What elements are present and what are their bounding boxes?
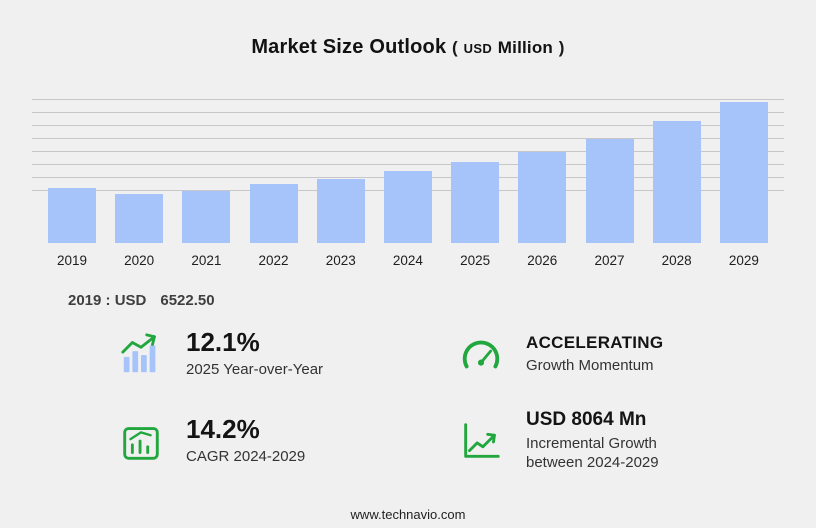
title-paren-close: )	[558, 38, 565, 57]
title-unit-currency: USD	[463, 41, 493, 56]
gridline	[32, 99, 784, 100]
stat-cagr-value: 14.2%	[186, 413, 260, 444]
stat-momentum: ACCELERATING Growth Momentum	[458, 329, 784, 380]
footer-url: www.technavio.com	[350, 507, 466, 522]
stat-yoy-label: 2025 Year-over-Year	[186, 361, 324, 379]
base-year-value: 6522.50	[160, 292, 215, 309]
stat-cagr-label: CAGR 2024-2029	[186, 448, 306, 466]
bar-2019	[48, 188, 96, 243]
bar-2026	[518, 152, 567, 243]
stat-cagr-text: 14.2% CAGR 2024-2029	[186, 413, 306, 467]
title-main: Market Size Outlook	[251, 36, 447, 58]
stat-incremental-growth-label2: between 2024-2029	[526, 454, 659, 472]
gridline	[32, 151, 784, 152]
gridline	[32, 138, 784, 139]
base-year-annotation: 2019 : USD 6522.50	[68, 292, 784, 309]
bar-2029	[719, 102, 768, 243]
bar-2024	[383, 171, 432, 243]
cagr-chart-icon	[118, 418, 164, 464]
x-axis-label-2021: 2021	[191, 253, 222, 268]
gauge-icon	[458, 331, 504, 377]
bar-2022	[249, 184, 298, 243]
gridline	[32, 112, 784, 113]
plot-area	[32, 99, 784, 243]
bar-2027	[585, 139, 634, 243]
stat-momentum-label: Growth Momentum	[526, 356, 654, 374]
x-axis-label-2027: 2027	[594, 253, 625, 268]
stat-incremental-growth-label: Incremental Growth	[526, 434, 657, 452]
x-axis-labels: 2019 2020 2021 2022 2023 2024 2025 2026 2027 2028…	[32, 253, 784, 268]
stat-yoy-value: 12.1%	[186, 327, 260, 357]
stat-incremental-growth-text: USD 8064 Mn Incremental Growth between 2…	[526, 408, 659, 473]
yoy-bars-arrow-icon	[118, 331, 164, 377]
bars	[32, 99, 784, 243]
x-axis-label-2019: 2019	[56, 253, 88, 268]
x-axis-label-2022: 2022	[258, 253, 289, 268]
bar-2025	[451, 162, 500, 243]
stat-yoy-text: 12.1% 2025 Year-over-Year	[186, 327, 324, 380]
bar-chart: 2019 2020 2021 2022 2023 2024 2025 2026 2027 2028…	[32, 99, 784, 309]
stat-yoy: 12.1% 2025 Year-over-Year	[118, 327, 458, 380]
stat-momentum-text: ACCELERATING Growth Momentum	[526, 332, 664, 375]
x-axis-label-2026: 2026	[527, 253, 558, 268]
x-axis-label-2029: 2029	[728, 253, 759, 268]
title-unit: Million	[497, 38, 554, 57]
stats-panel: 12.1% 2025 Year-over-Year ACCELERATING G…	[32, 319, 784, 473]
gridline	[32, 164, 784, 165]
bar-2021	[182, 191, 231, 243]
stat-incremental-growth-value: USD 8064 Mn	[526, 408, 647, 430]
x-axis-label-2028: 2028	[661, 253, 692, 268]
growth-arrow-icon	[458, 418, 504, 464]
stat-momentum-value: ACCELERATING	[526, 332, 664, 352]
x-axis-label-2023: 2023	[325, 253, 356, 268]
title-paren-open: (	[452, 38, 458, 57]
x-axis-label-2024: 2024	[392, 253, 423, 268]
bar-2020	[115, 194, 164, 243]
gridline	[32, 125, 784, 126]
x-axis-label-2025: 2025	[460, 253, 491, 268]
bar-2028	[652, 121, 701, 243]
x-axis-label-2020: 2020	[124, 253, 155, 268]
stat-incremental-growth: USD 8064 Mn Incremental Growth between 2…	[458, 408, 784, 473]
base-year-label: 2019 : USD	[68, 292, 147, 309]
stat-cagr: 14.2% CAGR 2024-2029	[118, 410, 458, 473]
bar-2023	[316, 179, 365, 243]
page-title: Market Size Outlook ( USD Million )	[0, 0, 816, 59]
